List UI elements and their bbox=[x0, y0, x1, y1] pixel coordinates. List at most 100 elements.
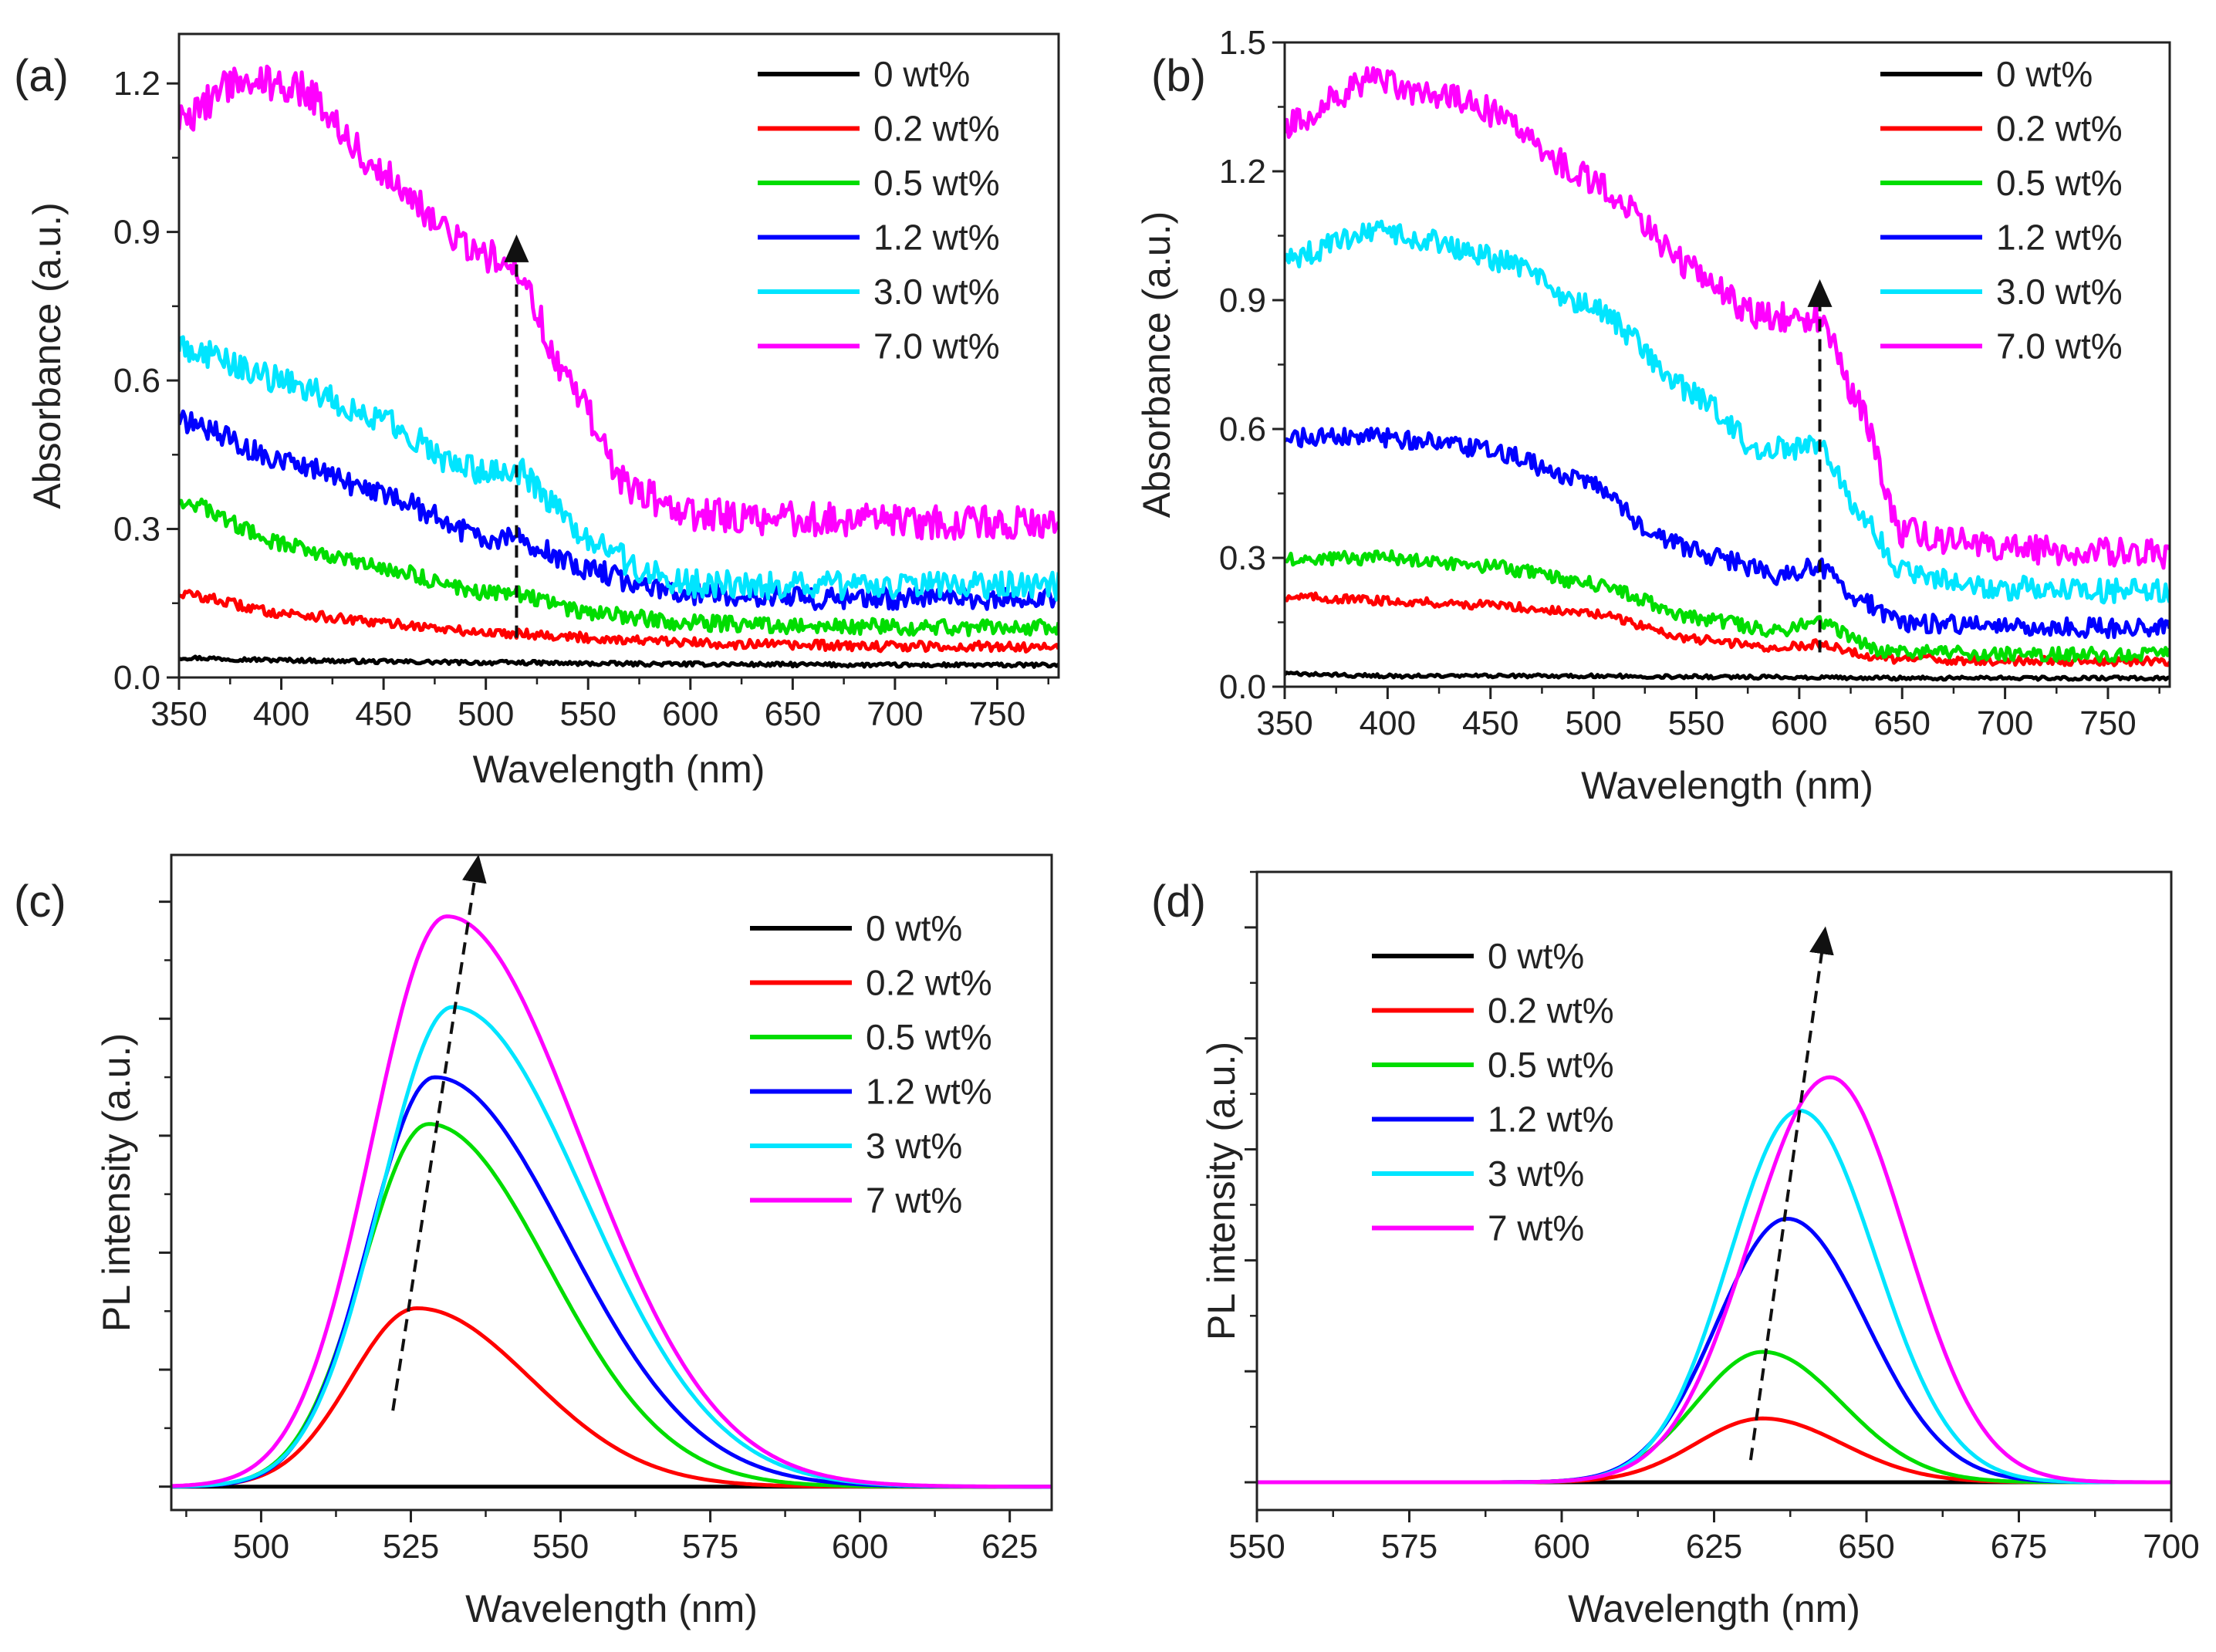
plot-frame bbox=[1255, 870, 2173, 1512]
x-tick-label: 625 bbox=[981, 1528, 1038, 1566]
x-axis-title: Wavelength (nm) bbox=[1581, 764, 1873, 807]
series-line-1.2wt bbox=[1285, 426, 2170, 640]
panel-label: (b) bbox=[1151, 51, 1206, 101]
x-tick-label: 450 bbox=[355, 695, 411, 733]
x-axis-title: Wavelength (nm) bbox=[473, 748, 765, 791]
series-line-0.5wt bbox=[1285, 549, 2170, 664]
legend: 0 wt% 0.2 wt% 0.5 wt% 1.2 wt% 3 wt% 7 wt% bbox=[1372, 936, 1614, 1248]
y-tick-label: 0.9 bbox=[1219, 282, 1266, 319]
legend-label: 0 wt% bbox=[873, 54, 970, 94]
series-line-1.2wt bbox=[1257, 1217, 2171, 1485]
y-tick-label: 0.0 bbox=[113, 659, 160, 697]
series-line-0wt bbox=[179, 654, 1059, 669]
y-tick-label: 0.3 bbox=[113, 511, 160, 549]
y-axis-title: PL intensity (a.u.) bbox=[1200, 1042, 1243, 1340]
series-line-0wt bbox=[1285, 671, 2170, 682]
y-tick-label: 0.0 bbox=[1219, 668, 1266, 706]
series-line-3.0wt bbox=[1285, 219, 2170, 605]
x-tick-label: 600 bbox=[662, 695, 718, 733]
trend-arrow bbox=[391, 854, 487, 1411]
legend-label: 7.0 wt% bbox=[873, 326, 1000, 367]
x-tick-label: 700 bbox=[2143, 1528, 2199, 1566]
x-tick-label: 650 bbox=[1838, 1528, 1894, 1566]
legend-label: 7 wt% bbox=[866, 1181, 962, 1221]
x-tick-label: 650 bbox=[1874, 704, 1931, 742]
series-group bbox=[1257, 1075, 2171, 1485]
legend: 0 wt% 0.2 wt% 0.5 wt% 1.2 wt% 3.0 wt% 7.0 wt% bbox=[758, 54, 1000, 367]
x-tick-label: 575 bbox=[1381, 1528, 1437, 1566]
legend-label: 0.2 wt% bbox=[866, 963, 992, 1003]
legend-label: 3.0 wt% bbox=[1996, 272, 2123, 312]
series-group bbox=[179, 64, 1059, 669]
y-axis-title: PL intensity (a.u.) bbox=[95, 1033, 138, 1332]
series-group bbox=[171, 914, 1052, 1489]
series-group bbox=[1285, 66, 2170, 682]
series-line-7wt bbox=[171, 914, 1052, 1489]
legend-label: 0.2 wt% bbox=[1488, 991, 1614, 1031]
plot-frame bbox=[177, 32, 1060, 679]
series-line-7wt bbox=[1257, 1075, 2171, 1485]
x-tick-label: 650 bbox=[765, 695, 821, 733]
x-tick-label: 700 bbox=[1977, 704, 2033, 742]
x-axis-title: Wavelength (nm) bbox=[465, 1587, 758, 1630]
x-tick-label: 600 bbox=[1771, 704, 1827, 742]
panel-2: 500 525 550 575 600 625 Wavelength (nm) PL inte… bbox=[14, 853, 1053, 1630]
legend-label: 0.5 wt% bbox=[866, 1017, 992, 1057]
legend-label: 1.2 wt% bbox=[866, 1072, 992, 1112]
legend-label: 0 wt% bbox=[866, 908, 962, 948]
series-line-3.0wt bbox=[179, 335, 1059, 602]
legend-label: 0.5 wt% bbox=[873, 163, 1000, 203]
series-line-0.2wt bbox=[179, 589, 1059, 654]
x-tick-label: 500 bbox=[233, 1528, 289, 1566]
legend-label: 0.5 wt% bbox=[1488, 1045, 1614, 1085]
legend-label: 0 wt% bbox=[1996, 54, 2093, 94]
legend-label: 0.5 wt% bbox=[1996, 163, 2123, 203]
x-tick-label: 500 bbox=[1565, 704, 1621, 742]
panel-1: 350 400 450 500 550 600 650 700 750 0.0 0.3 0.6 0.9 1… bbox=[1135, 24, 2171, 807]
x-tick-label: 525 bbox=[383, 1528, 439, 1566]
trend-arrow bbox=[1748, 926, 1834, 1461]
x-tick-label: 350 bbox=[150, 695, 207, 733]
series-line-7.0wt bbox=[1285, 66, 2170, 570]
x-tick-label: 700 bbox=[866, 695, 923, 733]
x-tick-label: 750 bbox=[2079, 704, 2136, 742]
x-axis-title: Wavelength (nm) bbox=[1568, 1587, 1860, 1630]
legend-label: 1.2 wt% bbox=[873, 218, 1000, 258]
x-tick-label: 625 bbox=[1686, 1528, 1742, 1566]
legend: 0 wt% 0.2 wt% 0.5 wt% 1.2 wt% 3 wt% 7 wt% bbox=[750, 908, 992, 1221]
y-tick-label: 1.2 bbox=[113, 65, 160, 103]
y-tick-label: 0.6 bbox=[113, 362, 160, 400]
x-tick-label: 450 bbox=[1462, 704, 1518, 742]
series-line-0.5wt bbox=[1257, 1350, 2171, 1485]
x-tick-label: 500 bbox=[458, 695, 514, 733]
panel-label: (a) bbox=[14, 51, 69, 101]
x-tick-label: 750 bbox=[969, 695, 1025, 733]
y-tick-label: 0.9 bbox=[113, 214, 160, 252]
x-tick-label: 600 bbox=[832, 1528, 888, 1566]
legend-label: 0 wt% bbox=[1488, 936, 1584, 976]
series-line-0.5wt bbox=[179, 497, 1059, 637]
y-axis-title: Absorbance (a.u.) bbox=[25, 202, 69, 508]
series-line-3wt bbox=[1257, 1108, 2171, 1485]
y-tick-label: 0.3 bbox=[1219, 539, 1266, 577]
legend-label: 1.2 wt% bbox=[1996, 218, 2123, 258]
panel-0: 350 400 450 500 550 600 650 700 750 0.0 0.3 0.6 0.9 1… bbox=[14, 32, 1060, 791]
series-line-7.0wt bbox=[179, 64, 1059, 541]
legend-label: 7.0 wt% bbox=[1996, 326, 2123, 367]
y-tick-label: 1.2 bbox=[1219, 153, 1266, 191]
legend-label: 3.0 wt% bbox=[873, 272, 1000, 312]
series-line-1.2wt bbox=[179, 409, 1059, 611]
x-tick-label: 600 bbox=[1533, 1528, 1589, 1566]
legend-label: 1.2 wt% bbox=[1488, 1100, 1614, 1140]
y-tick-label: 0.6 bbox=[1219, 410, 1266, 448]
x-tick-label: 550 bbox=[532, 1528, 589, 1566]
y-axis-title: Absorbance (a.u.) bbox=[1135, 211, 1178, 518]
panel-label: (c) bbox=[14, 877, 66, 927]
panel-label: (d) bbox=[1151, 877, 1206, 927]
x-tick-label: 550 bbox=[560, 695, 616, 733]
series-line-0.2wt bbox=[1285, 591, 2170, 667]
plot-frame bbox=[170, 853, 1053, 1512]
x-tick-label: 350 bbox=[1256, 704, 1312, 742]
x-tick-label: 550 bbox=[1228, 1528, 1285, 1566]
